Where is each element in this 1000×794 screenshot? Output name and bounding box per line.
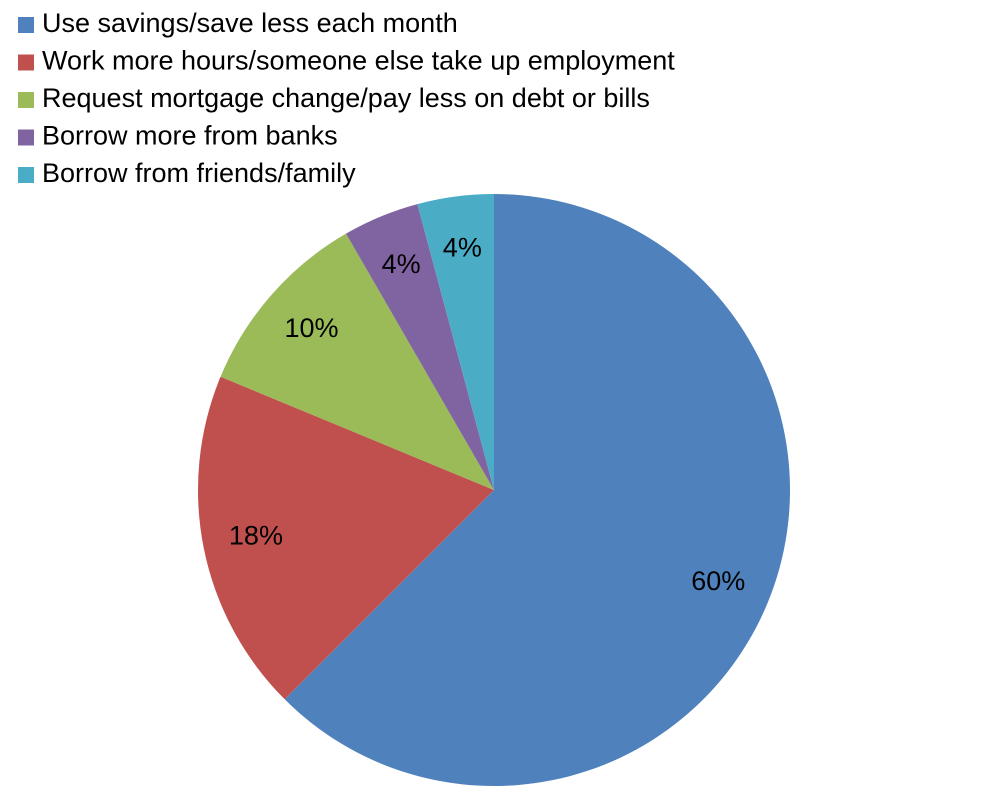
legend-label: Request mortgage change/pay less on debt…	[42, 83, 650, 113]
data-label: 4%	[382, 249, 421, 279]
data-label: 18%	[229, 520, 283, 550]
data-label: 10%	[284, 313, 338, 343]
pie-slice	[417, 194, 494, 490]
data-label: 4%	[443, 232, 482, 262]
legend-label: Borrow from friends/family	[42, 158, 356, 188]
legend-swatch	[18, 17, 34, 33]
legend-swatch	[18, 129, 34, 146]
legend-swatch	[18, 54, 34, 71]
pie-slice	[198, 376, 495, 700]
data-label: 60%	[691, 566, 745, 596]
legend-label: Work more hours/someone else take up emp…	[42, 46, 675, 76]
pie-slice	[346, 204, 494, 491]
legend-label: Borrow more from banks	[42, 121, 338, 151]
pie-slice	[220, 233, 494, 490]
pie-slice	[284, 194, 791, 786]
legend-swatch	[18, 92, 34, 108]
legend-swatch	[18, 167, 34, 183]
legend-label: Use savings/save less each month	[42, 8, 458, 38]
